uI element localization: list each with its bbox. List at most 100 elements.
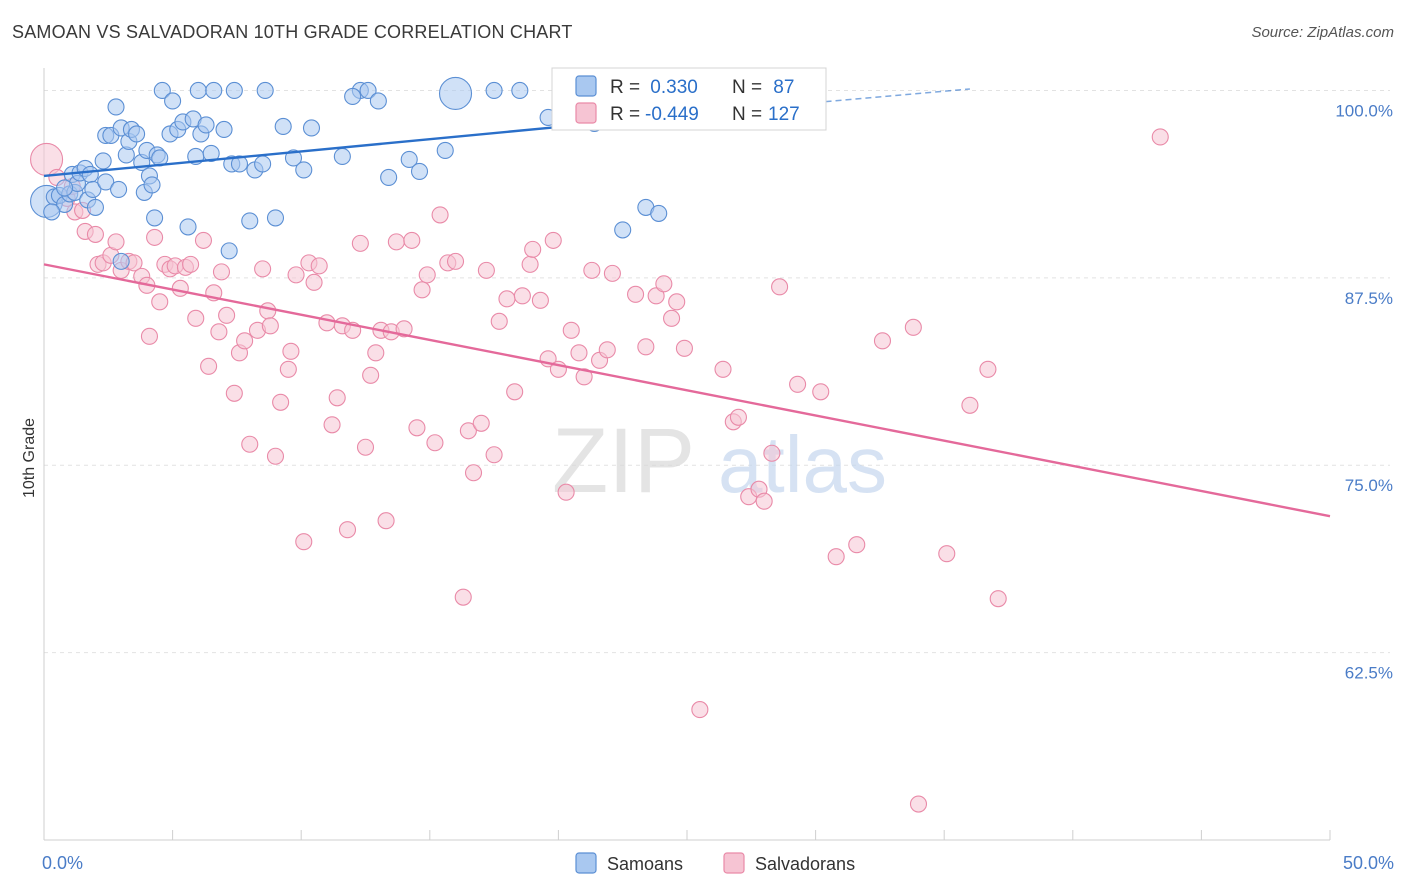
salvadorans-point-89 — [557, 483, 575, 501]
salvadorans-point-104 — [691, 701, 709, 719]
watermark-zip: ZIP — [552, 410, 695, 512]
samoans-trend-extension — [815, 88, 970, 104]
salvadorans-point-45 — [287, 266, 305, 284]
salvadorans-point-36 — [241, 435, 259, 453]
legend-n-value-samoans: 87 — [768, 77, 794, 98]
salvadorans-point-99 — [647, 287, 665, 305]
samoans-point-66 — [400, 150, 418, 168]
series-legend: Samoans Salvadorans — [575, 852, 855, 874]
samoans-point-63 — [359, 81, 377, 100]
salvadorans-point-101 — [663, 309, 681, 327]
series-legend-swatch-salvadorans — [723, 852, 745, 874]
legend-n-label-samoans: N = — [732, 77, 762, 98]
salvadorans-point-72 — [446, 252, 465, 270]
chart-title: SAMOAN VS SALVADORAN 10TH GRADE CORRELAT… — [12, 22, 573, 42]
salvadorans-point-113 — [789, 375, 807, 393]
samoans-point-36 — [164, 92, 182, 110]
samoans-point-67 — [410, 162, 429, 180]
salvadorans-point-117 — [873, 332, 892, 350]
samoans-point-54 — [254, 155, 272, 173]
samoans-point-64 — [369, 92, 387, 110]
salvadorans-point-84 — [524, 240, 542, 258]
x-tick-label-0: 0.0% — [42, 853, 83, 873]
y-axis-label: 10th Grade — [21, 418, 38, 498]
legend-n-value-salvadorans: 127 — [768, 104, 800, 125]
samoans-point-19 — [110, 180, 128, 198]
salvadorans-point-31 — [212, 263, 231, 281]
salvadorans-point-74 — [459, 422, 477, 440]
salvadorans-point-66 — [408, 419, 426, 437]
salvadorans-point-49 — [310, 257, 328, 275]
salvadorans-point-7 — [86, 225, 104, 243]
salvadorans-point-30 — [210, 323, 228, 341]
legend-swatch-samoans — [575, 75, 597, 97]
samoans-point-70 — [511, 81, 529, 100]
salvadorans-point-80 — [498, 290, 516, 308]
legend-r-label-salvadorans: R = — [610, 104, 640, 125]
salvadorans-point-35 — [236, 332, 254, 350]
samoans-point-59 — [295, 161, 313, 179]
samoans-point-72 — [614, 221, 632, 239]
stats-legend: R = 0.330 N = 87 R = -0.449 N = 127 — [551, 67, 827, 131]
salvadorans-point-81 — [506, 383, 524, 401]
salvadorans-point-83 — [521, 255, 539, 273]
samoans-point-51 — [230, 155, 249, 173]
salvadorans-point-65 — [403, 231, 421, 249]
salvadorans-point-75 — [464, 464, 483, 482]
salvadorans-point-17 — [140, 327, 159, 345]
samoans-point-30 — [143, 176, 161, 194]
samoans-point-83 — [56, 179, 74, 197]
samoans-point-85 — [438, 76, 473, 111]
samoans-point-11 — [81, 165, 99, 183]
salvadorans-point-57 — [356, 438, 375, 456]
samoans-point-68 — [436, 141, 454, 159]
salvadorans-point-105 — [714, 360, 732, 378]
samoans-point-69 — [485, 81, 503, 100]
series-legend-label-samoans: Samoans — [607, 854, 683, 874]
samoans-point-12 — [84, 180, 102, 198]
salvadorans-point-33 — [225, 384, 243, 402]
samoans-point-52 — [241, 212, 259, 230]
salvadorans-point-67 — [413, 281, 431, 299]
legend-swatch-salvadorans — [575, 102, 597, 124]
salvadorans-point-54 — [338, 521, 357, 539]
samoans-point-45 — [202, 144, 220, 162]
salvadorans-point-32 — [218, 306, 236, 324]
samoans-point-46 — [205, 81, 223, 100]
samoans-point-15 — [97, 173, 115, 191]
salvadorans-point-48 — [305, 273, 323, 291]
salvadorans-point-102 — [668, 293, 686, 311]
salvadorans-point-92 — [575, 368, 593, 386]
salvadorans-point-95 — [598, 341, 616, 359]
samoans-point-21 — [112, 252, 130, 270]
samoans-point-58 — [284, 149, 303, 167]
y-tick-label-3: 62.5% — [1345, 664, 1393, 683]
salvadorans-point-103 — [675, 339, 693, 357]
salvadorans-point-56 — [351, 234, 369, 252]
salvadorans-point-77 — [477, 261, 495, 279]
salvadorans-point-123 — [989, 590, 1007, 608]
salvadorans-point-59 — [367, 344, 385, 362]
salvadorans-point-97 — [627, 285, 645, 303]
salvadorans-point-124 — [1151, 128, 1169, 146]
salvadorans-point-90 — [562, 321, 580, 339]
salvadorans-point-63 — [387, 233, 405, 251]
salvadorans-point-114 — [812, 383, 830, 401]
salvadorans-point-69 — [426, 434, 444, 452]
salvadorans-point-43 — [279, 360, 297, 378]
samoans-point-39 — [179, 218, 197, 236]
salvadorans-point-61 — [377, 512, 395, 530]
data-points — [30, 76, 1169, 813]
salvadorans-point-120 — [938, 545, 956, 563]
salvadorans-point-18 — [146, 228, 164, 246]
salvadorans-point-58 — [362, 366, 380, 384]
samoans-point-82 — [43, 203, 61, 221]
salvadorans-point-82 — [513, 287, 531, 305]
samoans-point-31 — [146, 209, 164, 227]
legend-r-value-samoans: 0.330 — [645, 77, 698, 98]
salvadorans-point-70 — [431, 206, 449, 224]
samoans-point-44 — [197, 116, 215, 134]
salvadorans-point-51 — [323, 416, 341, 434]
